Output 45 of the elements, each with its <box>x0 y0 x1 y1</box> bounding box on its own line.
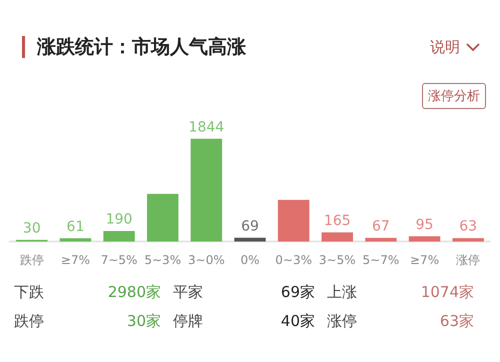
bar <box>452 238 484 242</box>
text: 上涨 <box>327 283 358 302</box>
chart-title: 涨跌统计：市场人气高涨 <box>22 36 246 58</box>
text: 平家 <box>173 283 204 302</box>
text: 涨停分析 <box>422 83 486 109</box>
text: 69家 <box>280 283 315 302</box>
bar <box>60 238 92 242</box>
x-tick-label: ≥7% <box>410 252 440 267</box>
x-tick-label: 5~7% <box>362 252 400 267</box>
text: 停牌 <box>173 312 204 331</box>
x-tick-label: 涨停 <box>456 252 480 267</box>
text: 跌停 <box>14 312 45 331</box>
data-label: 1844 <box>188 119 224 136</box>
data-label: 61 <box>66 218 84 235</box>
bar <box>278 200 310 242</box>
bar <box>408 236 440 242</box>
text: 涨停 <box>327 312 358 331</box>
text: 1074家 <box>420 283 474 302</box>
x-tick-label: 5~3% <box>144 252 182 267</box>
text: 40家 <box>280 312 315 331</box>
data-label: 69 <box>241 218 259 234</box>
bar <box>147 194 178 242</box>
text: 下跌 <box>14 283 45 302</box>
text: 2980家 <box>106 283 161 302</box>
x-tick-label: 7~5% <box>100 252 138 267</box>
x-tick-label: 跌停 <box>20 252 44 267</box>
data-label: 30 <box>22 220 41 237</box>
x-tick-label: 3~0% <box>188 252 225 267</box>
data-label: 63 <box>459 218 478 235</box>
text: 30家 <box>126 312 161 331</box>
data-label: 190 <box>106 212 132 228</box>
bar <box>365 238 397 242</box>
bar <box>103 231 135 242</box>
bar <box>190 138 222 242</box>
x-tick-label: 0~3% <box>275 252 312 267</box>
bar <box>322 232 353 242</box>
data-label: 67 <box>372 218 390 234</box>
data-label: 165 <box>324 213 351 230</box>
text: 63家 <box>438 312 474 331</box>
data-label: 95 <box>416 216 434 233</box>
x-tick-label: 0% <box>240 252 260 267</box>
bar <box>234 238 266 242</box>
x-tick-label: 3~5% <box>318 252 356 267</box>
x-tick-label: ≥7% <box>60 252 90 267</box>
text: 说明 <box>430 38 460 57</box>
